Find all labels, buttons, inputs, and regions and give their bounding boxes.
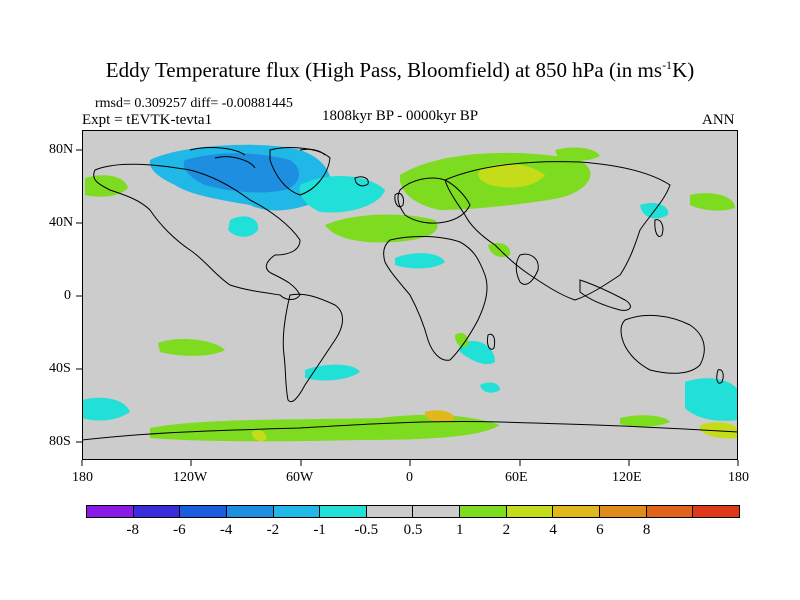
coast-europe	[397, 177, 471, 224]
colorbar-cell	[506, 506, 554, 517]
region-antarctic-east-positive	[620, 415, 670, 427]
colorbar	[86, 505, 740, 518]
y-tick-80n: 80N	[49, 142, 74, 157]
coast-japan	[654, 219, 664, 237]
region-antarctic-coast	[150, 414, 500, 442]
region-central-asia	[478, 163, 545, 188]
colorbar-label: 0.5	[403, 522, 423, 538]
region-south-africa	[460, 341, 495, 365]
season-label: ANN	[702, 112, 735, 128]
colorbar-cell	[180, 506, 227, 517]
colorbar-cell	[320, 506, 367, 517]
colorbar-cell	[226, 506, 274, 517]
colorbar-cell	[600, 506, 647, 517]
coast-australia	[620, 315, 705, 374]
coast-madagascar	[487, 333, 496, 350]
coast-uk	[394, 192, 404, 208]
x-tick-0: 0	[406, 470, 413, 485]
coast-antarctica	[82, 420, 738, 441]
coast-southeast-asia	[579, 279, 631, 311]
colorbar-cell	[87, 506, 134, 517]
x-tick-120e: 120E	[612, 470, 642, 485]
colorbar-label: -8	[126, 522, 139, 538]
y-tick-40n: 40N	[49, 215, 74, 230]
colorbar-label: -1	[313, 522, 326, 538]
y-tick-80s: 80S	[49, 434, 71, 449]
colorbar-cell	[413, 506, 461, 517]
map-frame	[82, 130, 738, 460]
region-north-atlantic	[299, 175, 385, 213]
colorbar-label: 4	[549, 522, 557, 538]
colorbar-label: 8	[642, 522, 651, 538]
coast-new-zealand	[716, 369, 724, 384]
coast-north-america	[93, 163, 301, 300]
x-tick-180e: 180	[728, 470, 749, 485]
region-mid-atlantic	[325, 214, 438, 243]
region-southern-ocean	[82, 397, 130, 421]
x-tick-60e: 60E	[505, 470, 528, 485]
x-tick-120w: 120W	[173, 470, 208, 485]
colorbar-label: -2	[266, 522, 280, 538]
region-southern-ocean-east	[685, 378, 738, 421]
y-tick-40s: 40S	[49, 361, 71, 376]
region-arabia-positive	[488, 243, 511, 257]
axis-ticks	[76, 149, 739, 466]
colorbar-cell	[553, 506, 601, 517]
y-tick-0: 0	[64, 288, 71, 303]
period-label: 1808kyr BP - 0000kyr BP	[322, 108, 479, 124]
coast-africa	[383, 235, 488, 361]
region-north-pacific-positive	[690, 193, 735, 211]
region-south-pacific	[158, 339, 225, 356]
colorbar-label: -0.5	[354, 522, 379, 538]
x-tick-180w: 180	[72, 470, 93, 485]
colorbar-cell	[693, 506, 739, 517]
coast-india	[515, 253, 539, 285]
coast-iceland	[354, 176, 369, 187]
colorbar-cell	[646, 506, 694, 517]
coastlines	[82, 147, 738, 441]
coast-asia	[444, 161, 671, 301]
colorbar-cell	[273, 506, 321, 517]
colorbar-label: -6	[173, 522, 186, 538]
colorbar-label: -4	[219, 522, 233, 538]
anomaly-regions	[82, 144, 738, 442]
colorbar-cell	[366, 506, 414, 517]
colorbar-label: 6	[596, 522, 604, 538]
region-south-atlantic-negative	[305, 364, 360, 381]
colorbar-label: 2	[502, 522, 511, 538]
region-alaska-negative	[228, 216, 259, 237]
colorbar-cell	[133, 506, 181, 517]
region-antarctic-yellow	[425, 410, 455, 423]
colorbar-label: 1	[455, 522, 464, 538]
rmsd-diff-stats: rmsd= 0.309257 diff= -0.00881445	[95, 96, 293, 111]
x-tick-60w: 60W	[286, 470, 314, 485]
region-antarctic-yellow-west	[252, 430, 267, 442]
region-north-africa	[395, 253, 445, 269]
plot-title: Eddy Temperature flux (High Pass, Bloomf…	[105, 58, 695, 82]
coast-arctic-islands	[189, 147, 326, 169]
coast-greenland	[269, 147, 331, 196]
region-south-africa-positive	[455, 333, 469, 347]
colorbar-cell	[460, 506, 507, 517]
experiment-label: Expt = tEVTK-tevta1	[82, 112, 213, 128]
coast-south-america	[282, 293, 343, 403]
region-northern-canada-core	[183, 153, 300, 193]
region-east-asia-positive	[555, 147, 600, 161]
region-southern-indian-negative	[480, 382, 500, 393]
